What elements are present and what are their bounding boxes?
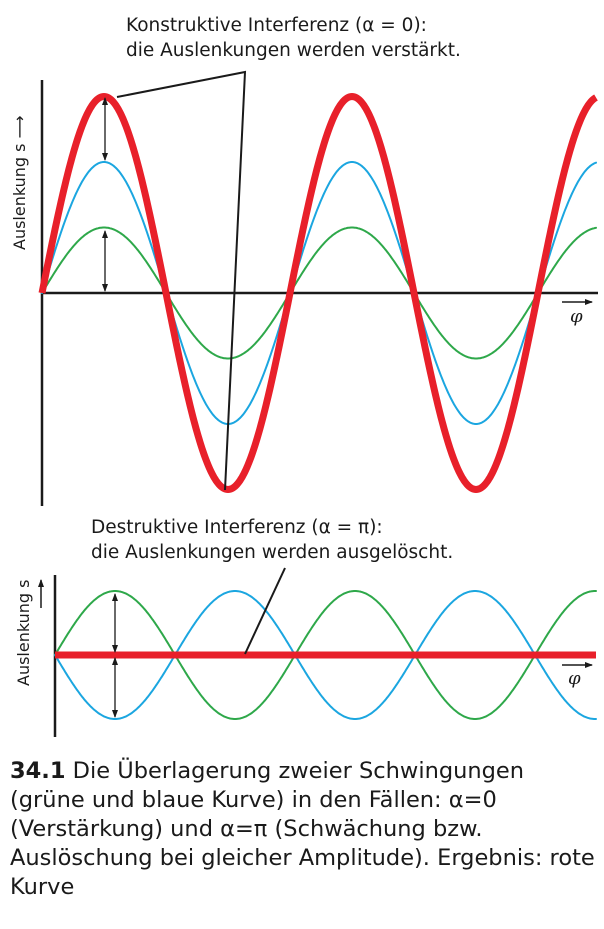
- figure-number: 34.1: [10, 758, 66, 784]
- red-curve: [38, 92, 598, 494]
- constructive-annotation-line2: die Auslenkungen werden verstärkt.: [126, 40, 461, 61]
- destructive-annotation: Destruktive Interferenz (α = π): die Aus…: [91, 515, 453, 565]
- destructive-annotation-line2: die Auslenkungen werden ausgelöscht.: [91, 542, 454, 563]
- top-pointer-line: [116, 70, 247, 491]
- constructive-annotation-line1: Konstruktive Interferenz (α = 0):: [126, 15, 427, 36]
- caption-text: Die Überlagerung zweier Schwingungen (gr…: [10, 758, 595, 900]
- bottom-x-axis-label: φ: [568, 668, 581, 689]
- figure-caption: 34.1 Die Überlagerung zweier Schwingunge…: [10, 757, 600, 902]
- blue-curve: [54, 590, 597, 720]
- bottom-pointer-line: [244, 567, 286, 655]
- green-curve: [41, 226, 597, 360]
- constructive-annotation: Konstruktive Interferenz (α = 0): die Au…: [126, 13, 461, 63]
- top-y-axis-label: Auslenkung s ⟶: [10, 115, 29, 250]
- destructive-chart: [38, 567, 597, 737]
- bottom-y-axis-label: Auslenkung s: [14, 579, 33, 686]
- green-curve: [54, 590, 597, 720]
- constructive-chart: [38, 70, 598, 506]
- blue-curve: [41, 161, 597, 425]
- top-x-axis-label: φ: [570, 306, 583, 327]
- destructive-annotation-line1: Destruktive Interferenz (α = π):: [91, 517, 383, 538]
